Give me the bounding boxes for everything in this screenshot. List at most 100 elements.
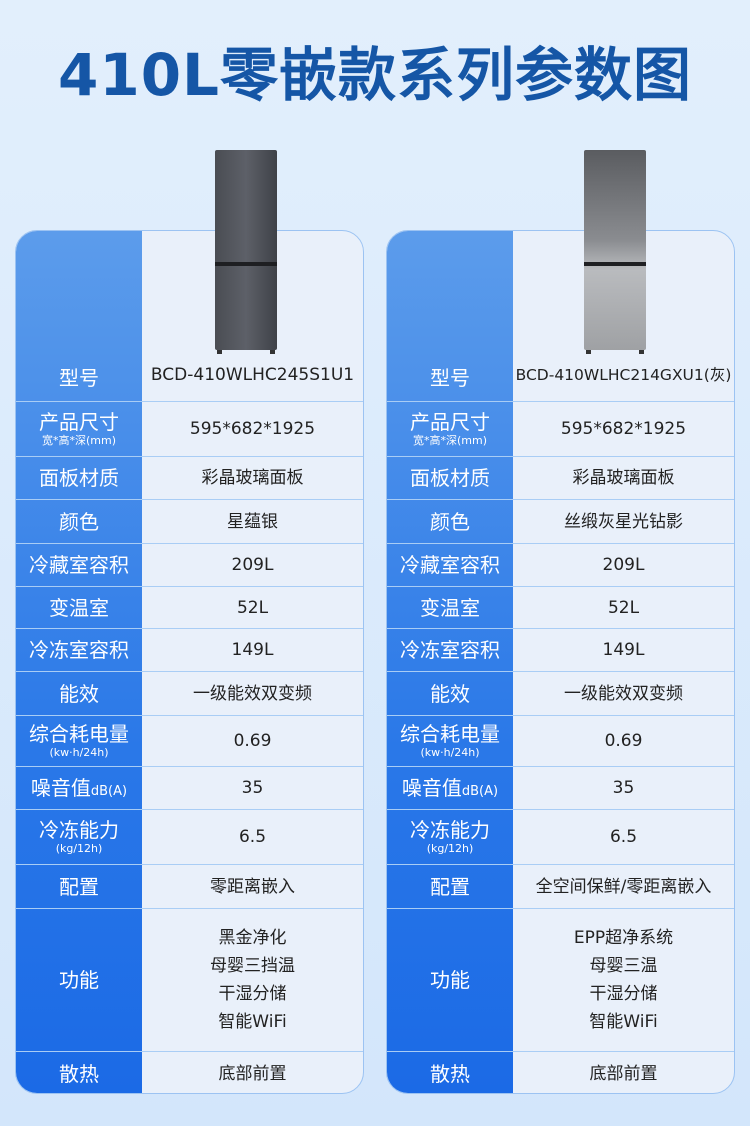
spec-value: 丝缎灰星光钻影 bbox=[513, 500, 734, 543]
spec-value: 52L bbox=[142, 587, 363, 628]
label-text: 冷冻室容积 bbox=[29, 638, 129, 662]
spec-row-color: 颜色 星蕴银 bbox=[16, 499, 363, 543]
label-subtext: 宽*高*深(mm) bbox=[41, 433, 116, 447]
value-text: 35 bbox=[241, 778, 264, 798]
spec-label: 冷藏室容积 bbox=[387, 544, 513, 586]
spec-label: 能效 bbox=[16, 672, 142, 715]
spec-row-freezer-volume: 冷冻室容积 149L bbox=[16, 628, 363, 671]
spec-row-color: 颜色 丝缎灰星光钻影 bbox=[387, 499, 734, 543]
label-text: 配置 bbox=[430, 874, 470, 899]
label-text: 冷藏室容积 bbox=[400, 553, 500, 577]
value-text: 零距离嵌入 bbox=[210, 876, 295, 897]
spec-row-dimensions: 产品尺寸 宽*高*深(mm) 595*682*1925 bbox=[387, 401, 734, 456]
spec-label: 型号 bbox=[387, 231, 513, 401]
spec-value: 149L bbox=[142, 629, 363, 671]
spec-row-fridge-volume: 冷藏室容积 209L bbox=[387, 543, 734, 586]
spec-value: 星蕴银 bbox=[142, 500, 363, 543]
spec-value: 黑金净化母婴三挡温干湿分储智能WiFi bbox=[142, 909, 363, 1051]
spec-label: 冷冻能力 (kg/12h) bbox=[387, 810, 513, 864]
spec-label: 噪音值dB(A) bbox=[16, 767, 142, 809]
spec-table-product-1: 型号 BCD-410WLHC245S1U1 产品尺寸 宽*高*深(mm) 595*682… bbox=[15, 230, 364, 1094]
label-text: 面板材质 bbox=[39, 466, 119, 490]
label-text: 综合耗电量 bbox=[29, 721, 129, 746]
spec-label: 颜色 bbox=[387, 500, 513, 543]
spec-value: 595*682*1925 bbox=[513, 402, 734, 456]
value-text: BCD-410WLHC214GXU1(灰) bbox=[515, 366, 732, 384]
spec-label: 产品尺寸 宽*高*深(mm) bbox=[16, 402, 142, 456]
spec-value: 595*682*1925 bbox=[142, 402, 363, 456]
label-text: 噪音值 bbox=[401, 775, 462, 800]
spec-label: 颜色 bbox=[16, 500, 142, 543]
spec-value: BCD-410WLHC214GXU1(灰) bbox=[513, 231, 734, 401]
label-text: 冷冻室容积 bbox=[400, 638, 500, 662]
spec-label: 综合耗电量 (kw·h/24h) bbox=[387, 716, 513, 766]
feature-item: 干湿分储 bbox=[218, 984, 287, 1004]
spec-row-configuration: 配置 零距离嵌入 bbox=[16, 864, 363, 908]
value-text: 星蕴银 bbox=[227, 511, 278, 532]
spec-label: 冷冻能力 (kg/12h) bbox=[16, 810, 142, 864]
spec-label: 面板材质 bbox=[387, 457, 513, 499]
value-text: 彩晶玻璃面板 bbox=[201, 468, 304, 488]
value-text: 全空间保鲜/零距离嵌入 bbox=[535, 876, 712, 897]
fridge-image-product-1 bbox=[215, 150, 277, 354]
label-text: 功能 bbox=[430, 968, 470, 992]
spec-label: 型号 bbox=[16, 231, 142, 401]
label-text: 能效 bbox=[59, 681, 99, 706]
spec-row-panel-material: 面板材质 彩晶玻璃面板 bbox=[387, 456, 734, 499]
label-text: 散热 bbox=[430, 1061, 470, 1086]
label-text: 综合耗电量 bbox=[400, 721, 500, 746]
spec-row-power-consumption: 综合耗电量 (kw·h/24h) 0.69 bbox=[16, 715, 363, 766]
spec-value: 底部前置 bbox=[142, 1052, 363, 1093]
label-subtext: (kw·h/24h) bbox=[420, 745, 480, 759]
spec-row-model: 型号 BCD-410WLHC214GXU1(灰) bbox=[387, 231, 734, 401]
spec-row-configuration: 配置 全空间保鲜/零距离嵌入 bbox=[387, 864, 734, 908]
spec-value: 全空间保鲜/零距离嵌入 bbox=[513, 865, 734, 908]
label-text: 冷藏室容积 bbox=[29, 553, 129, 577]
value-text: 0.69 bbox=[604, 731, 643, 751]
page-title: 410L零嵌款系列参数图 bbox=[57, 41, 693, 109]
value-text: 一级能效双变频 bbox=[193, 683, 312, 704]
spec-row-heat-dissipation: 散热 底部前置 bbox=[387, 1051, 734, 1093]
spec-value: BCD-410WLHC245S1U1 bbox=[142, 231, 363, 401]
spec-row-variable-temp: 变温室 52L bbox=[16, 586, 363, 628]
spec-row-model: 型号 BCD-410WLHC245S1U1 bbox=[16, 231, 363, 401]
spec-label: 配置 bbox=[16, 865, 142, 908]
spec-value: 209L bbox=[142, 544, 363, 586]
value-text: 209L bbox=[602, 555, 645, 575]
label-text: 产品尺寸 bbox=[39, 409, 119, 434]
feature-item: 智能WiFi bbox=[589, 1012, 658, 1032]
value-text: 一级能效双变频 bbox=[564, 683, 683, 704]
feature-item: 干湿分储 bbox=[589, 984, 658, 1004]
value-text: 彩晶玻璃面板 bbox=[572, 468, 675, 488]
feature-item: 母婴三挡温 bbox=[210, 956, 295, 976]
spec-value: 35 bbox=[513, 767, 734, 809]
value-text: 丝缎灰星光钻影 bbox=[564, 511, 683, 532]
spec-row-dimensions: 产品尺寸 宽*高*深(mm) 595*682*1925 bbox=[16, 401, 363, 456]
label-text: 噪音值 bbox=[30, 775, 91, 800]
feature-item: EPP超净系统 bbox=[573, 928, 674, 948]
feature-item: 黑金净化 bbox=[218, 928, 287, 948]
spec-label: 冷藏室容积 bbox=[16, 544, 142, 586]
label-text: 产品尺寸 bbox=[410, 409, 490, 434]
spec-label: 冷冻室容积 bbox=[16, 629, 142, 671]
spec-value: 209L bbox=[513, 544, 734, 586]
value-text: 底部前置 bbox=[589, 1063, 658, 1084]
value-text: 35 bbox=[612, 778, 635, 798]
feature-item: 智能WiFi bbox=[218, 1012, 287, 1032]
spec-row-noise: 噪音值dB(A) 35 bbox=[16, 766, 363, 809]
spec-row-variable-temp: 变温室 52L bbox=[387, 586, 734, 628]
spec-row-features: 功能 EPP超净系统 母婴三温 干湿分储 智能WiFi bbox=[387, 908, 734, 1051]
spec-value: 0.69 bbox=[142, 716, 363, 766]
value-text: BCD-410WLHC245S1U1 bbox=[150, 365, 355, 385]
label-unit: dB(A) bbox=[461, 783, 499, 799]
value-text: 595*682*1925 bbox=[560, 419, 687, 439]
value-text: 52L bbox=[236, 597, 269, 618]
spec-value: 一级能效双变频 bbox=[513, 672, 734, 715]
spec-row-panel-material: 面板材质 彩晶玻璃面板 bbox=[16, 456, 363, 499]
spec-value: 彩晶玻璃面板 bbox=[513, 457, 734, 499]
spec-value: 35 bbox=[142, 767, 363, 809]
spec-label: 功能 bbox=[16, 909, 142, 1051]
label-subtext: (kw·h/24h) bbox=[49, 745, 109, 759]
value-text: 149L bbox=[602, 640, 645, 660]
spec-label: 功能 bbox=[387, 909, 513, 1051]
